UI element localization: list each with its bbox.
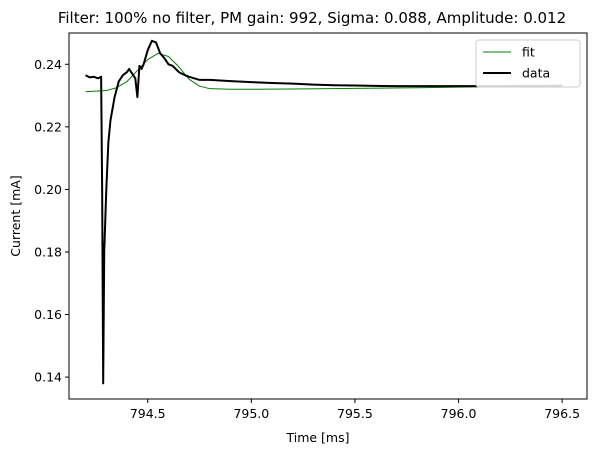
- legend-fit-label: fit: [522, 45, 535, 60]
- x-axis-label: Time [ms]: [285, 430, 349, 445]
- x-tick-label: 796.0: [441, 406, 477, 421]
- y-tick-label: 0.24: [34, 57, 62, 72]
- y-tick-label: 0.14: [34, 370, 62, 385]
- y-axis-ticks: 0.14 0.16 0.18 0.20 0.22 0.24: [34, 57, 69, 385]
- y-tick-label: 0.18: [34, 244, 62, 259]
- x-tick-label: 795.0: [233, 406, 269, 421]
- plot-frame: [68, 32, 588, 400]
- chart-title: Filter: 100% no filter, PM gain: 992, Si…: [58, 9, 566, 27]
- y-tick-label: 0.16: [34, 307, 62, 322]
- y-tick-label: 0.22: [34, 119, 62, 134]
- legend-data-label: data: [522, 66, 550, 81]
- series-lines: [85, 39, 563, 385]
- legend: fit data: [475, 39, 581, 88]
- y-axis-label: Current [mA]: [8, 175, 23, 256]
- x-axis-ticks: 794.5 795.0 795.5 796.0 796.5: [130, 399, 580, 421]
- series-line-data: [85, 39, 563, 385]
- series-line-fit: [85, 52, 563, 93]
- x-tick-label: 795.5: [337, 406, 373, 421]
- x-tick-label: 796.5: [544, 406, 580, 421]
- y-tick-label: 0.20: [34, 182, 62, 197]
- x-tick-label: 794.5: [130, 406, 166, 421]
